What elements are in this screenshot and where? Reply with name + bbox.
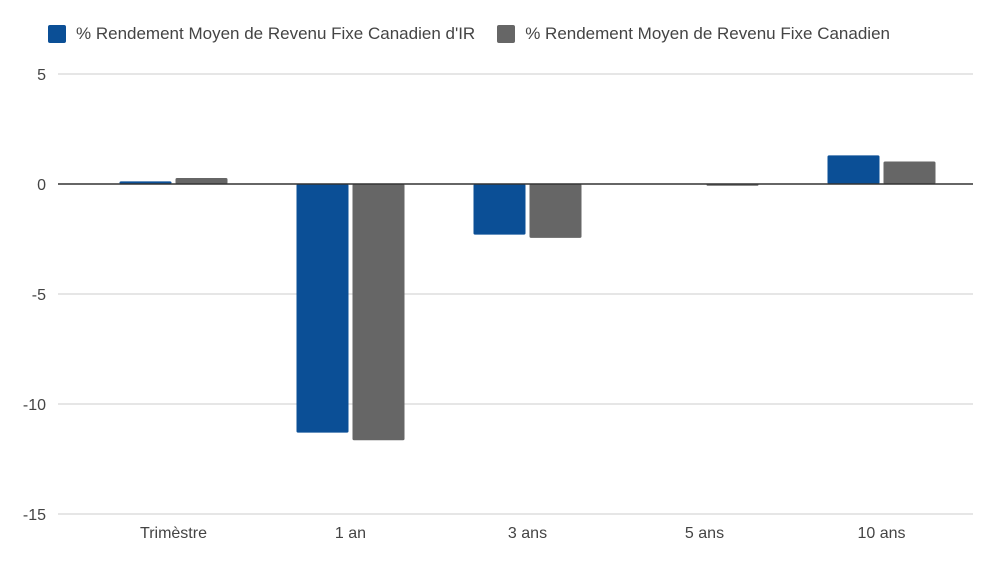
y-tick-label: -15 bbox=[23, 507, 46, 524]
legend-label-ir: % Rendement Moyen de Revenu Fixe Canadie… bbox=[76, 24, 476, 43]
y-tick-label: 0 bbox=[37, 177, 46, 194]
y-tick-label: -10 bbox=[23, 397, 46, 414]
x-category-label: 1 an bbox=[335, 525, 366, 542]
bar-ir bbox=[296, 184, 349, 433]
legend-swatch-benchmark bbox=[497, 25, 516, 43]
legend-swatch-ir bbox=[48, 25, 66, 43]
x-category-label: 10 ans bbox=[857, 525, 905, 542]
x-category-label: 5 ans bbox=[685, 525, 724, 542]
bar-ir bbox=[827, 155, 880, 184]
legend: % Rendement Moyen de Revenu Fixe Canadie… bbox=[48, 24, 890, 44]
bar-benchmark bbox=[883, 161, 936, 184]
x-category-label: Trimèstre bbox=[140, 525, 207, 542]
y-tick-label: -5 bbox=[32, 287, 46, 304]
bar-benchmark bbox=[529, 184, 582, 238]
bar-ir bbox=[473, 184, 526, 235]
legend-label-benchmark: % Rendement Moyen de Revenu Fixe Canadie… bbox=[525, 24, 890, 43]
x-category-label: 3 ans bbox=[508, 525, 547, 542]
bar-benchmark bbox=[352, 184, 405, 441]
legend-item-benchmark: % Rendement Moyen de Revenu Fixe Canadie… bbox=[497, 24, 890, 44]
y-tick-label: 5 bbox=[37, 67, 46, 84]
bar-benchmark bbox=[175, 178, 228, 184]
legend-item-ir: % Rendement Moyen de Revenu Fixe Canadie… bbox=[48, 24, 475, 44]
